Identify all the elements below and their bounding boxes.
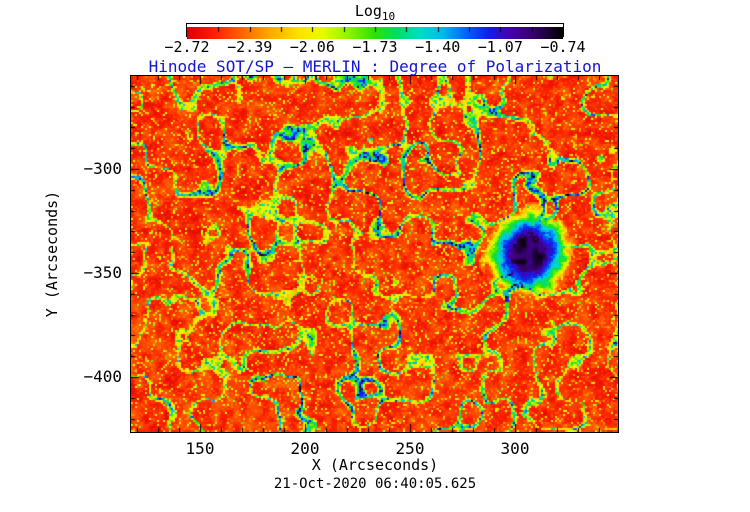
colorbar-tick-label: −1.73 [352, 38, 398, 56]
x-tick-label: 250 [395, 439, 425, 458]
colorbar-title: Log10 [0, 2, 750, 23]
colorbar-tick-label: −0.74 [540, 38, 586, 56]
x-axis-label: X (Arcseconds) [311, 456, 439, 474]
colorbar-tick-label: −2.72 [164, 38, 210, 56]
colorbar-tick-label: −2.39 [227, 38, 273, 56]
colorbar-title-main: Log [354, 2, 382, 20]
plot-area [130, 75, 619, 433]
colorbar-tick-label: −1.40 [415, 38, 461, 56]
x-tick-label: 200 [290, 439, 320, 458]
y-tick-label: −400 [83, 367, 122, 386]
x-tick-label: 150 [185, 439, 215, 458]
y-axis-label: Y (Arcseconds) [43, 190, 61, 318]
colorbar-tick-label: −2.06 [289, 38, 335, 56]
colorbar [186, 23, 564, 39]
colorbar-canvas [187, 27, 563, 39]
plot-title: Hinode SOT/SP – MERLIN : Degree of Polar… [148, 57, 602, 76]
colorbar-tick-label: −1.07 [477, 38, 523, 56]
colorbar-title-sub: 10 [381, 10, 396, 23]
y-tick-label: −300 [83, 159, 122, 178]
y-tick-label: −350 [83, 263, 122, 282]
heatmap-canvas [131, 76, 618, 432]
timestamp: 21-Oct-2020 06:40:05.625 [273, 476, 477, 492]
x-tick-label: 300 [500, 439, 530, 458]
